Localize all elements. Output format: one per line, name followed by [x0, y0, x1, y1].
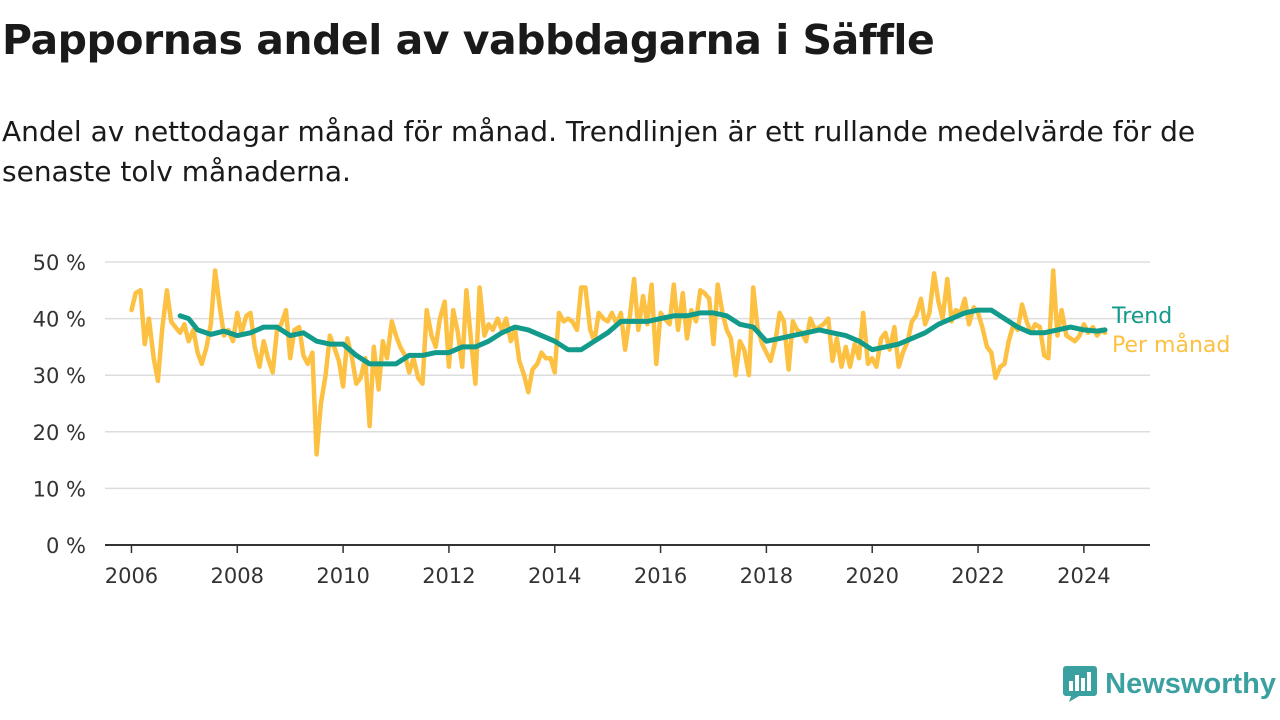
x-tick-label: 2024: [1057, 564, 1110, 588]
y-tick-label: 30 %: [33, 364, 86, 388]
x-tick-label: 2016: [634, 564, 687, 588]
chart-title: Pappornas andel av vabbdagarna i Säffle: [2, 16, 935, 64]
series-line-per-manad: [129, 268, 1108, 457]
newsworthy-brand[interactable]: Newsworthy: [1063, 664, 1276, 704]
y-tick-label: 20 %: [33, 421, 86, 445]
newsworthy-logo-icon: [1063, 666, 1098, 702]
legend: Trend Per månad: [1111, 304, 1230, 358]
legend-label-per-manad: Per månad: [1112, 332, 1230, 358]
chart-subtitle: Andel av nettodagar månad för månad. Tre…: [2, 115, 1196, 188]
x-tick-label: 2012: [422, 564, 475, 588]
x-tick-label: 2006: [105, 564, 158, 588]
y-tick-label: 0 %: [46, 534, 86, 558]
y-axis: 0 % 10 % 20 % 30 % 40 % 50 %: [33, 251, 86, 558]
x-tick-label: 2022: [951, 564, 1004, 588]
x-tick-label: 2010: [316, 564, 369, 588]
y-tick-label: 40 %: [33, 308, 86, 332]
x-axis: 2006 2008 2010 2012 2014 2016 2018 2020 2022 2024: [105, 544, 1150, 588]
legend-label-trend: Trend: [1111, 304, 1172, 329]
brand-name: Newsworthy: [1105, 667, 1276, 700]
y-tick-label: 50 %: [33, 251, 86, 275]
x-tick-label: 2008: [211, 564, 264, 588]
x-tick-label: 2020: [845, 564, 898, 588]
x-tick-label: 2014: [528, 564, 581, 588]
series-line-trend: [177, 307, 1108, 367]
series-lines: [129, 268, 1108, 457]
x-tick-label: 2018: [740, 564, 793, 588]
y-tick-label: 10 %: [33, 477, 86, 501]
